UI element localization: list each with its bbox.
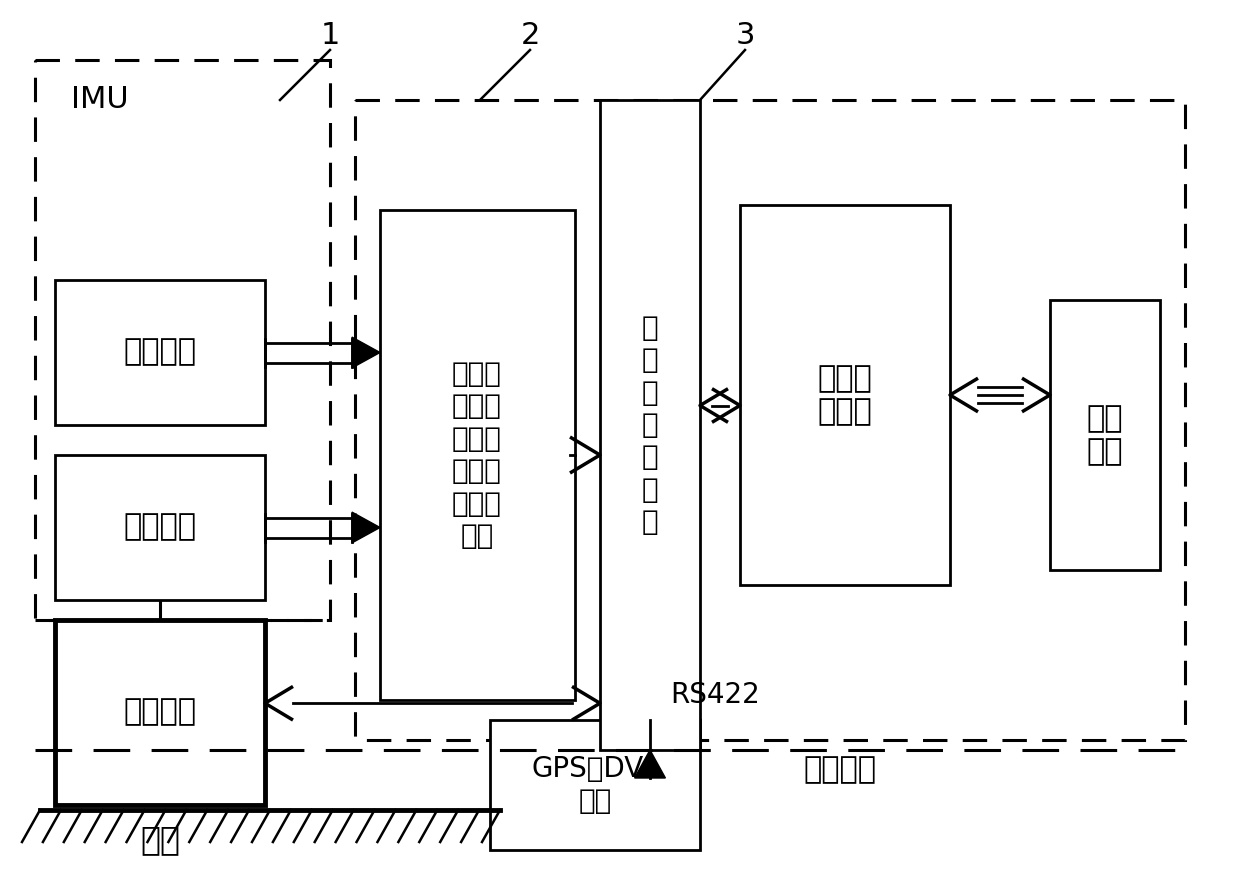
Text: 2: 2 [521, 21, 539, 50]
Bar [1050, 300, 1159, 570]
Polygon shape [352, 512, 379, 543]
Text: 旋转机构: 旋转机构 [124, 698, 196, 726]
Text: 加速度计: 加速度计 [124, 513, 196, 541]
Text: 1: 1 [320, 21, 340, 50]
Bar [55, 455, 265, 600]
Text: 光纤陀
螺信号
及加速
度计信
号采集
模块: 光纤陀 螺信号 及加速 度计信 号采集 模块 [453, 360, 502, 550]
Bar [55, 280, 265, 425]
Text: 载体: 载体 [140, 824, 180, 857]
Bar [55, 620, 265, 805]
Bar [740, 205, 950, 585]
Text: 信
号
融
合
扩
展
板: 信 号 融 合 扩 展 板 [641, 314, 658, 536]
Polygon shape [635, 750, 666, 778]
Text: 导航解
算模块: 导航解 算模块 [817, 364, 873, 427]
Bar [355, 100, 1185, 740]
Text: 显控
装置: 显控 装置 [1086, 404, 1123, 467]
Text: IMU: IMU [71, 85, 129, 115]
Bar [490, 720, 701, 850]
Bar [379, 210, 575, 700]
Bar [35, 60, 330, 620]
Polygon shape [352, 337, 379, 368]
Text: GPS及DVL
电路: GPS及DVL 电路 [531, 755, 658, 815]
Bar [600, 100, 701, 750]
Text: 3: 3 [735, 21, 755, 50]
Text: 硬件平台: 硬件平台 [804, 755, 877, 785]
Text: RS422: RS422 [670, 681, 760, 709]
Text: 光纤陀螺: 光纤陀螺 [124, 337, 196, 367]
